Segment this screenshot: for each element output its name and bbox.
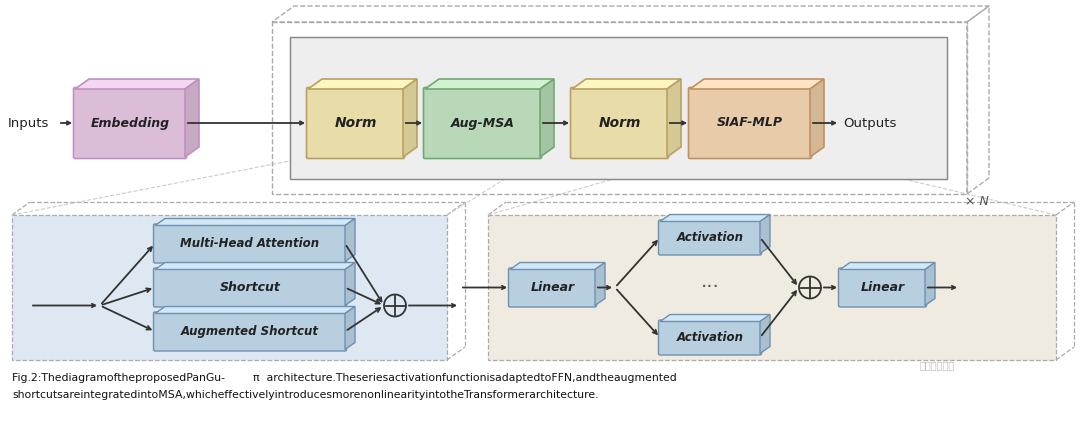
Text: shortcutsareintegratedintoMSA,whicheffectivelyintroducesmorenonlinearityintotheT: shortcutsareintegratedintoMSA,whicheffec… <box>12 390 598 400</box>
FancyBboxPatch shape <box>73 88 187 158</box>
Polygon shape <box>540 79 554 157</box>
Polygon shape <box>345 263 355 305</box>
Polygon shape <box>345 306 355 350</box>
Text: ···: ··· <box>701 278 719 297</box>
Polygon shape <box>510 263 605 269</box>
Text: Norm: Norm <box>334 116 377 130</box>
Polygon shape <box>760 314 770 353</box>
FancyBboxPatch shape <box>488 215 1056 360</box>
Polygon shape <box>156 263 355 269</box>
Polygon shape <box>345 218 355 262</box>
Polygon shape <box>156 306 355 314</box>
Polygon shape <box>426 79 554 89</box>
Polygon shape <box>660 314 770 321</box>
FancyBboxPatch shape <box>423 88 541 158</box>
FancyBboxPatch shape <box>838 268 927 307</box>
FancyBboxPatch shape <box>153 268 347 307</box>
FancyBboxPatch shape <box>689 88 811 158</box>
Text: Activation: Activation <box>676 331 743 344</box>
FancyBboxPatch shape <box>307 88 405 158</box>
Polygon shape <box>667 79 681 157</box>
Text: 深度人工智能: 深度人工智能 <box>920 360 955 370</box>
Text: Linear: Linear <box>861 281 905 294</box>
Polygon shape <box>660 214 770 221</box>
Text: Outputs: Outputs <box>843 117 896 130</box>
FancyBboxPatch shape <box>659 320 761 355</box>
FancyBboxPatch shape <box>153 312 347 351</box>
FancyBboxPatch shape <box>12 215 447 360</box>
FancyBboxPatch shape <box>153 224 347 263</box>
Text: × N: × N <box>966 195 989 208</box>
FancyBboxPatch shape <box>291 37 947 179</box>
Text: Multi-Head Attention: Multi-Head Attention <box>180 237 320 250</box>
Text: Shortcut: Shortcut <box>219 281 281 294</box>
Polygon shape <box>760 214 770 254</box>
FancyBboxPatch shape <box>570 88 669 158</box>
Polygon shape <box>185 79 199 157</box>
FancyBboxPatch shape <box>509 268 596 307</box>
Text: Norm: Norm <box>598 116 640 130</box>
Text: SIAF-MLP: SIAF-MLP <box>717 117 783 130</box>
Polygon shape <box>403 79 417 157</box>
Text: Aug-MSA: Aug-MSA <box>450 117 514 130</box>
Text: Fig.2:ThediagramoftheproposedPanGu-        π  architecture.Theseriesactivationfu: Fig.2:ThediagramoftheproposedPanGu- π ar… <box>12 373 677 383</box>
Polygon shape <box>840 263 935 269</box>
Polygon shape <box>810 79 824 157</box>
Polygon shape <box>75 79 199 89</box>
Polygon shape <box>308 79 417 89</box>
FancyBboxPatch shape <box>659 220 761 255</box>
Polygon shape <box>156 218 355 226</box>
Text: Augmented Shortcut: Augmented Shortcut <box>181 325 319 338</box>
Polygon shape <box>690 79 824 89</box>
Polygon shape <box>595 263 605 305</box>
Text: Inputs: Inputs <box>8 117 50 130</box>
Polygon shape <box>924 263 935 305</box>
Text: Activation: Activation <box>676 231 743 244</box>
Polygon shape <box>572 79 681 89</box>
Text: Linear: Linear <box>530 281 575 294</box>
Text: Embedding: Embedding <box>91 117 170 130</box>
